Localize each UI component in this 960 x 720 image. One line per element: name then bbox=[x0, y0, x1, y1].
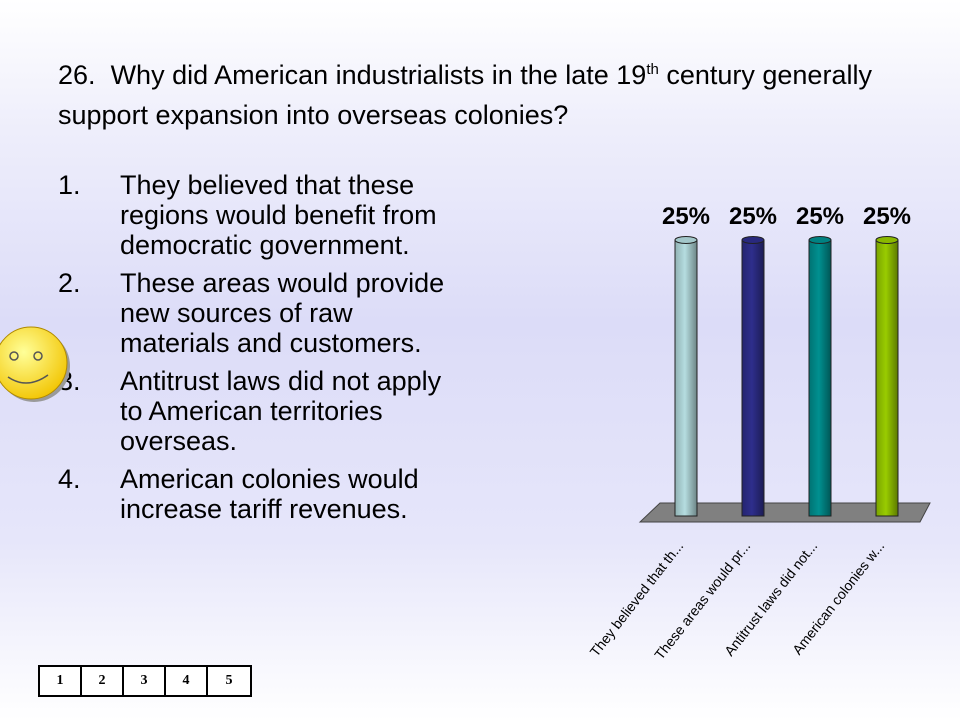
response-keypad: 1 2 3 4 5 bbox=[38, 665, 252, 697]
question-title: 26. Why did American industrialists in t… bbox=[58, 55, 938, 135]
chart-floor bbox=[638, 502, 931, 523]
answer-option-4[interactable]: 4. American colonies would increase tarif… bbox=[58, 464, 468, 524]
bar-value-label-4: 25% bbox=[863, 203, 911, 230]
answer-text: American colonies would increase tariff … bbox=[120, 464, 419, 524]
bar-cap-2 bbox=[741, 236, 765, 244]
question-text-before: Why did American industrialists in the l… bbox=[110, 60, 647, 90]
answer-option-3[interactable]: 3. Antitrust laws did not apply to Americ… bbox=[58, 366, 468, 456]
bar-cap-1 bbox=[674, 236, 698, 244]
question-superscript: th bbox=[646, 61, 659, 78]
bar-value-label-3: 25% bbox=[796, 203, 844, 230]
answer-number: 2. bbox=[58, 268, 81, 298]
answer-option-2[interactable]: 2. These areas would provide new sources … bbox=[58, 268, 468, 358]
bar-1 bbox=[674, 239, 698, 517]
question-number: 26. bbox=[58, 60, 96, 90]
bar-cap-3 bbox=[808, 236, 832, 244]
question-text-after: century generally support expansion into… bbox=[58, 60, 872, 130]
bar-value-label-2: 25% bbox=[729, 203, 777, 230]
smiley-face-icon bbox=[0, 326, 70, 402]
response-bar-chart: 25% 25% 25% 25% They believed that th...The… bbox=[587, 203, 931, 663]
keypad-key-2[interactable]: 2 bbox=[82, 667, 124, 695]
keypad-key-5[interactable]: 5 bbox=[225, 673, 233, 688]
keypad-key-3[interactable]: 3 bbox=[124, 667, 166, 695]
bar-3 bbox=[808, 239, 832, 517]
bar-4 bbox=[875, 239, 899, 517]
answer-text: They believed that these regions would b… bbox=[120, 170, 437, 260]
answer-number: 1. bbox=[58, 170, 81, 200]
answer-number: 4. bbox=[58, 464, 81, 494]
bar-2 bbox=[741, 239, 765, 517]
bar-value-label-1: 25% bbox=[662, 203, 710, 230]
keypad-key-4[interactable]: 4 bbox=[166, 667, 208, 695]
keypad-key-1[interactable]: 1 bbox=[40, 667, 82, 695]
bar-cap-4 bbox=[875, 236, 899, 244]
answer-text: Antitrust laws did not apply to American… bbox=[120, 366, 442, 456]
answer-text: These areas would provide new sources of… bbox=[120, 268, 445, 358]
answer-option-1[interactable]: 1. They believed that these regions would… bbox=[58, 170, 468, 260]
answer-list: 1. They believed that these regions would… bbox=[58, 170, 468, 532]
